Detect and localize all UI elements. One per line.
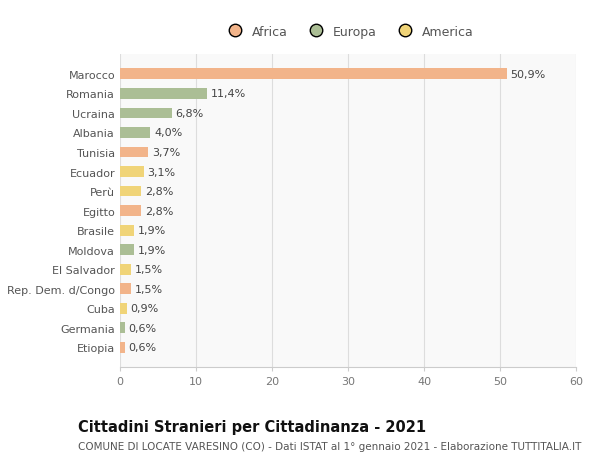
Bar: [120, 147, 148, 158]
Text: Cittadini Stranieri per Cittadinanza - 2021: Cittadini Stranieri per Cittadinanza - 2…: [78, 419, 426, 434]
Text: 50,9%: 50,9%: [511, 70, 546, 79]
Bar: [120, 284, 131, 295]
Text: COMUNE DI LOCATE VARESINO (CO) - Dati ISTAT al 1° gennaio 2021 - Elaborazione TU: COMUNE DI LOCATE VARESINO (CO) - Dati IS…: [78, 441, 581, 451]
Bar: [120, 167, 143, 178]
Text: 11,4%: 11,4%: [211, 89, 245, 99]
Text: 2,8%: 2,8%: [145, 206, 173, 216]
Text: 0,6%: 0,6%: [128, 323, 157, 333]
Text: 4,0%: 4,0%: [154, 128, 182, 138]
Bar: [120, 186, 141, 197]
Bar: [120, 128, 151, 139]
Text: 1,9%: 1,9%: [138, 245, 166, 255]
Bar: [120, 206, 141, 217]
Text: 3,1%: 3,1%: [148, 167, 175, 177]
Text: 1,9%: 1,9%: [138, 226, 166, 235]
Bar: [120, 89, 206, 100]
Bar: [120, 342, 125, 353]
Bar: [120, 303, 127, 314]
Bar: [120, 108, 172, 119]
Bar: [120, 69, 507, 80]
Text: 2,8%: 2,8%: [145, 187, 173, 196]
Text: 3,7%: 3,7%: [152, 148, 180, 157]
Bar: [120, 264, 131, 275]
Text: 1,5%: 1,5%: [135, 284, 163, 294]
Bar: [120, 323, 125, 334]
Text: 6,8%: 6,8%: [175, 109, 204, 118]
Bar: [120, 225, 134, 236]
Text: 1,5%: 1,5%: [135, 265, 163, 274]
Text: 0,9%: 0,9%: [131, 304, 159, 313]
Text: 0,6%: 0,6%: [128, 343, 157, 353]
Legend: Africa, Europa, America: Africa, Europa, America: [217, 21, 479, 44]
Bar: [120, 245, 134, 256]
